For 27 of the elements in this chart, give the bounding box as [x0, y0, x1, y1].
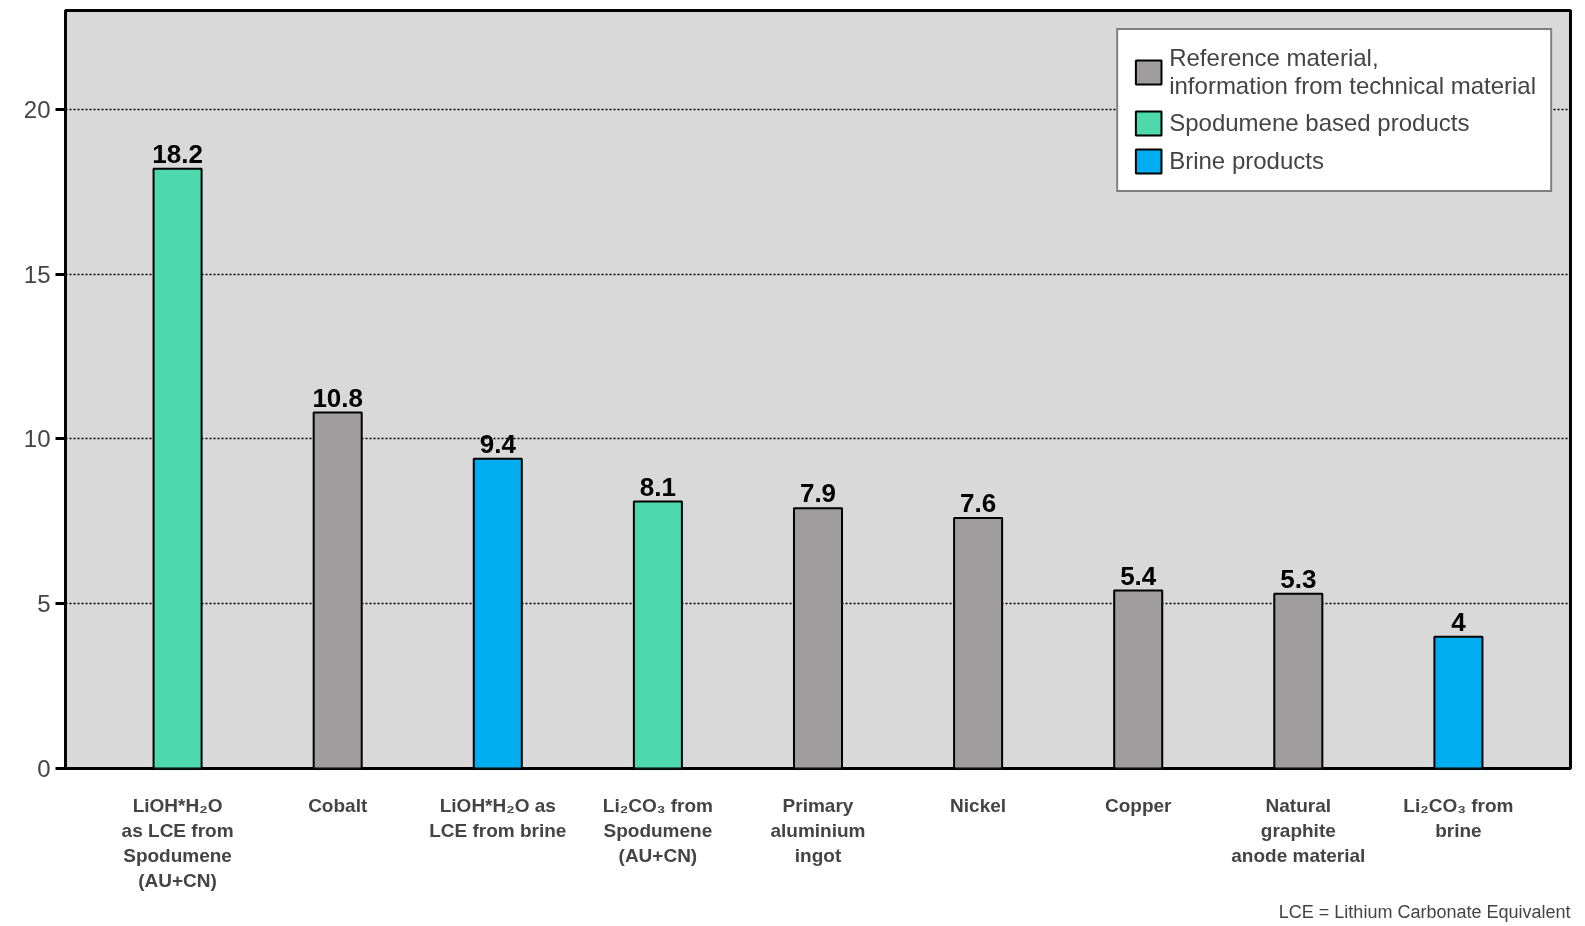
legend-label: Spodumene based products	[1169, 109, 1470, 137]
x-tick-label: Natural graphite anode material	[1231, 794, 1366, 866]
x-tick-label: Nickel	[950, 794, 1007, 816]
x-tick-label: Cobalt	[308, 794, 368, 816]
y-tick-label: 5	[37, 590, 51, 618]
x-tick-label: Li₂CO₃ from Spodumene (AU+CN)	[602, 794, 713, 866]
legend-label: Brine products	[1169, 147, 1324, 175]
data-label: 5.3	[1280, 563, 1317, 594]
data-label: 18.2	[152, 138, 203, 169]
data-label: 5.4	[1120, 560, 1157, 591]
legend-label: Reference material, information from technical material	[1169, 44, 1536, 100]
data-label: 8.1	[639, 471, 676, 502]
y-tick-label: 0	[37, 755, 51, 782]
text: LCE = Lithium Carbonate Equivalent	[1278, 901, 1571, 922]
x-tick-label: LiOH*H₂O as LCE from Spodumene (AU+CN)	[121, 794, 234, 892]
data-label: 9.4	[479, 428, 517, 459]
y-tick-label: 15	[23, 260, 51, 288]
data-label: 4	[1451, 606, 1467, 637]
data-label: 10.8	[312, 382, 363, 413]
x-tick-label: Copper	[1104, 794, 1173, 816]
data-label: 7.6	[960, 488, 997, 519]
y-tick-label: 20	[23, 95, 51, 123]
x-tick-label: Li₂CO₃ from brine	[1403, 794, 1514, 841]
x-tick-label: Primary aluminium ingot	[770, 794, 866, 866]
x-tick-label: LiOH*H₂O as LCE from brine	[429, 794, 567, 841]
data-label: 7.9	[799, 478, 837, 509]
y-tick-label: 10	[23, 425, 51, 453]
